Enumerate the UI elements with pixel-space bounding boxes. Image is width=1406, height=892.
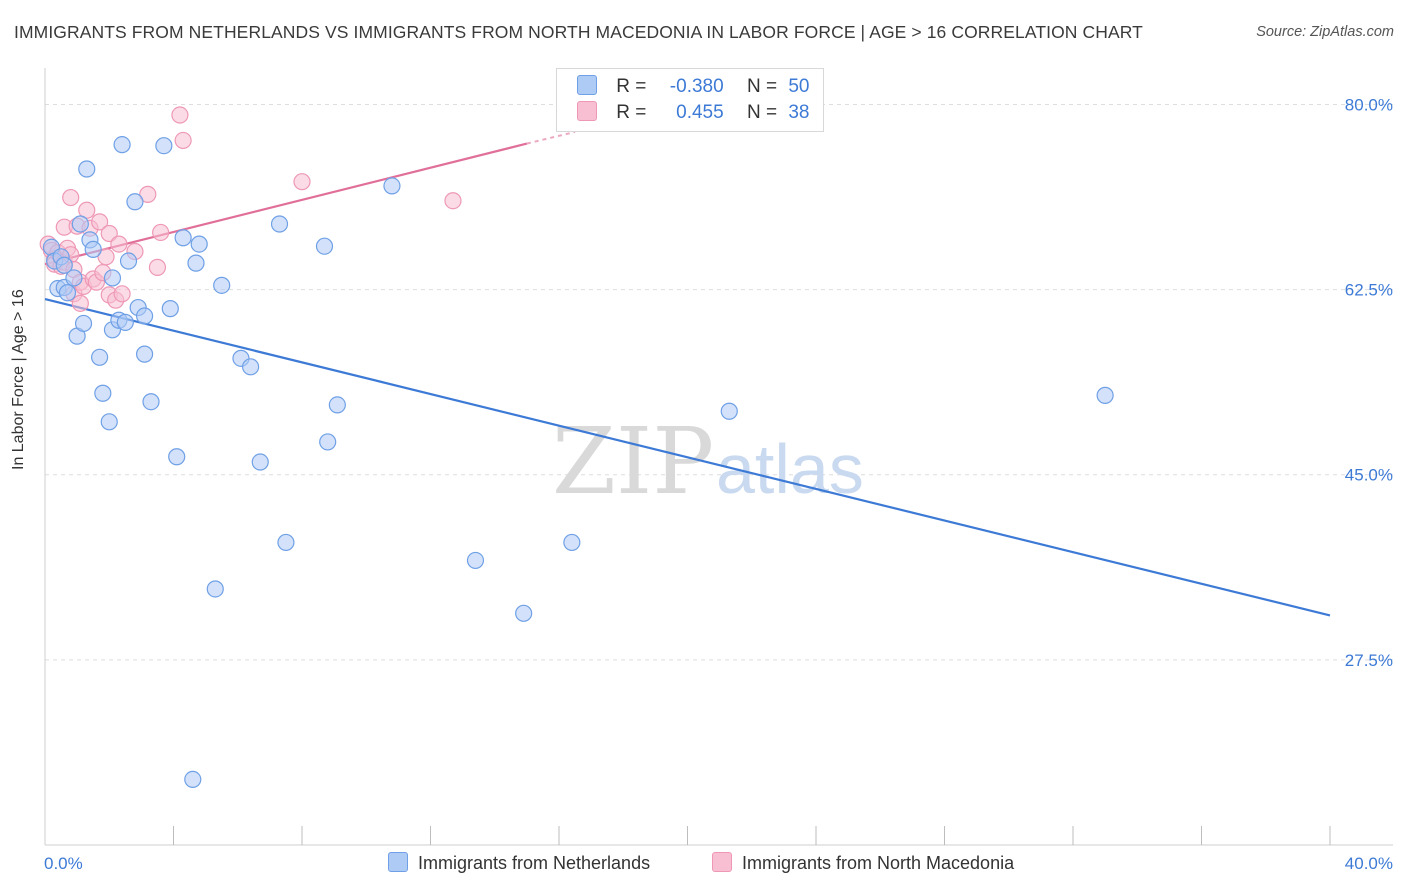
legend-r-value-north-macedonia: 0.455 xyxy=(676,102,724,123)
netherlands-point-40 xyxy=(270,215,289,233)
x-tick-label-max: 40.0% xyxy=(1345,854,1393,873)
netherlands-point-6 xyxy=(58,284,77,302)
netherlands-point-36 xyxy=(213,276,231,294)
legend-row-netherlands: R = -0.380 N = 50 xyxy=(577,75,809,101)
netherlands-point-25 xyxy=(135,307,154,325)
netherlands-point-11 xyxy=(78,160,96,178)
north-macedonia-point-28 xyxy=(113,285,131,303)
netherlands-point-31 xyxy=(174,229,192,247)
legend-swatch-blue xyxy=(388,852,408,872)
legend-label-netherlands: Immigrants from Netherlands xyxy=(418,853,651,873)
series-legend: Immigrants from Netherlands Immigrants f… xyxy=(0,852,1406,878)
netherlands-point-18 xyxy=(103,269,122,287)
legend-item-north-macedonia[interactable]: Immigrants from North Macedonia xyxy=(712,852,1014,874)
netherlands-point-27 xyxy=(142,393,160,411)
watermark: ZIP atlas xyxy=(552,408,864,515)
netherlands-point-32 xyxy=(184,770,202,789)
points-netherlands xyxy=(42,136,1114,789)
north-macedonia-point-36 xyxy=(444,192,462,210)
north-macedonia-point-35 xyxy=(293,173,311,191)
netherlands-point-13 xyxy=(84,240,102,258)
axes xyxy=(44,68,1393,846)
points-north-macedonia xyxy=(39,106,462,312)
north-macedonia-point-24 xyxy=(100,224,118,243)
y-tick-label-62.5: 62.5% xyxy=(1345,281,1393,300)
x-tick-label-min: 0.0% xyxy=(44,854,83,873)
netherlands-point-16 xyxy=(100,413,118,431)
source-credit: Source: ZipAtlas.com xyxy=(1256,24,1394,40)
north-macedonia-point-23 xyxy=(97,248,115,266)
grid-lines xyxy=(45,103,1393,661)
legend-swatch-pink xyxy=(712,852,732,872)
netherlands-point-34 xyxy=(190,235,208,253)
legend-label-north-macedonia: Immigrants from North Macedonia xyxy=(742,853,1015,873)
trend-lines xyxy=(44,130,1331,617)
north-macedonia-point-30 xyxy=(139,185,157,203)
legend-swatch-pink xyxy=(577,101,597,121)
netherlands-point-49 xyxy=(720,402,738,420)
netherlands-point-20 xyxy=(113,136,131,154)
legend-r-value-netherlands: -0.380 xyxy=(669,76,724,97)
north-macedonia-point-31 xyxy=(148,258,167,276)
y-tick-label-45: 45.0% xyxy=(1345,466,1393,485)
north-macedonia-point-32 xyxy=(152,223,170,242)
netherlands-point-46 xyxy=(466,551,485,570)
legend-n-value-north-macedonia: 38 xyxy=(788,102,810,123)
netherlands-point-45 xyxy=(383,177,401,195)
north-macedonia-point-9 xyxy=(62,188,80,207)
legend-swatch-blue xyxy=(577,75,597,95)
netherlands-point-26 xyxy=(135,345,154,363)
y-tick-label-27.5: 27.5% xyxy=(1345,651,1393,670)
netherlands-point-22 xyxy=(119,252,138,270)
netherlands-point-10 xyxy=(74,314,93,333)
netherlands-point-43 xyxy=(319,433,337,451)
stats-legend: R = -0.380 N = 50 R = 0.455 N = 38 xyxy=(556,68,824,132)
netherlands-point-38 xyxy=(242,358,260,376)
north-macedonia-point-15 xyxy=(71,294,89,312)
netherlands-point-7 xyxy=(65,269,83,287)
legend-r-label: R = xyxy=(616,76,647,97)
legend-n-label: N = xyxy=(746,76,778,97)
legend-row-north-macedonia: R = 0.455 N = 38 xyxy=(577,101,809,127)
netherlands-point-14 xyxy=(91,348,109,366)
netherlands-point-41 xyxy=(277,533,295,552)
netherlands-point-35 xyxy=(206,580,224,598)
netherlands-point-29 xyxy=(161,300,179,318)
x-tick-labels: 0.0% 40.0% xyxy=(44,854,1393,873)
netherlands-point-21 xyxy=(116,313,134,331)
netherlands-point-23 xyxy=(126,193,144,211)
chart-title: IMMIGRANTS FROM NETHERLANDS VS IMMIGRANT… xyxy=(14,22,1143,42)
north-macedonia-point-34 xyxy=(174,131,192,150)
trendline-north-macedonia-extension xyxy=(526,130,576,145)
netherlands-point-33 xyxy=(187,254,205,272)
y-tick-labels: 27.5% 45.0% 62.5% 80.0% xyxy=(1345,95,1393,669)
y-tick-label-80: 80.0% xyxy=(1345,95,1393,114)
legend-item-netherlands[interactable]: Immigrants from Netherlands xyxy=(388,852,650,874)
north-macedonia-point-17 xyxy=(78,201,96,219)
north-macedonia-point-33 xyxy=(171,106,189,124)
watermark-zip: ZIP xyxy=(552,408,714,515)
legend-n-label: N = xyxy=(746,102,778,123)
netherlands-point-28 xyxy=(155,137,173,155)
netherlands-point-44 xyxy=(328,396,346,414)
north-macedonia-point-27 xyxy=(110,235,128,253)
north-macedonia-point-21 xyxy=(91,213,109,231)
netherlands-point-48 xyxy=(563,533,581,552)
legend-n-value-netherlands: 50 xyxy=(788,76,810,97)
netherlands-point-4 xyxy=(55,256,73,274)
netherlands-point-50 xyxy=(1096,386,1114,404)
netherlands-point-15 xyxy=(94,384,112,402)
netherlands-point-39 xyxy=(251,453,269,471)
netherlands-point-30 xyxy=(168,448,186,466)
netherlands-point-47 xyxy=(515,604,533,622)
trendline-netherlands xyxy=(44,298,1331,617)
legend-r-label: R = xyxy=(616,102,647,123)
netherlands-point-9 xyxy=(71,215,89,233)
y-axis-label: In Labor Force | Age > 16 xyxy=(10,289,27,470)
netherlands-point-42 xyxy=(315,237,334,255)
